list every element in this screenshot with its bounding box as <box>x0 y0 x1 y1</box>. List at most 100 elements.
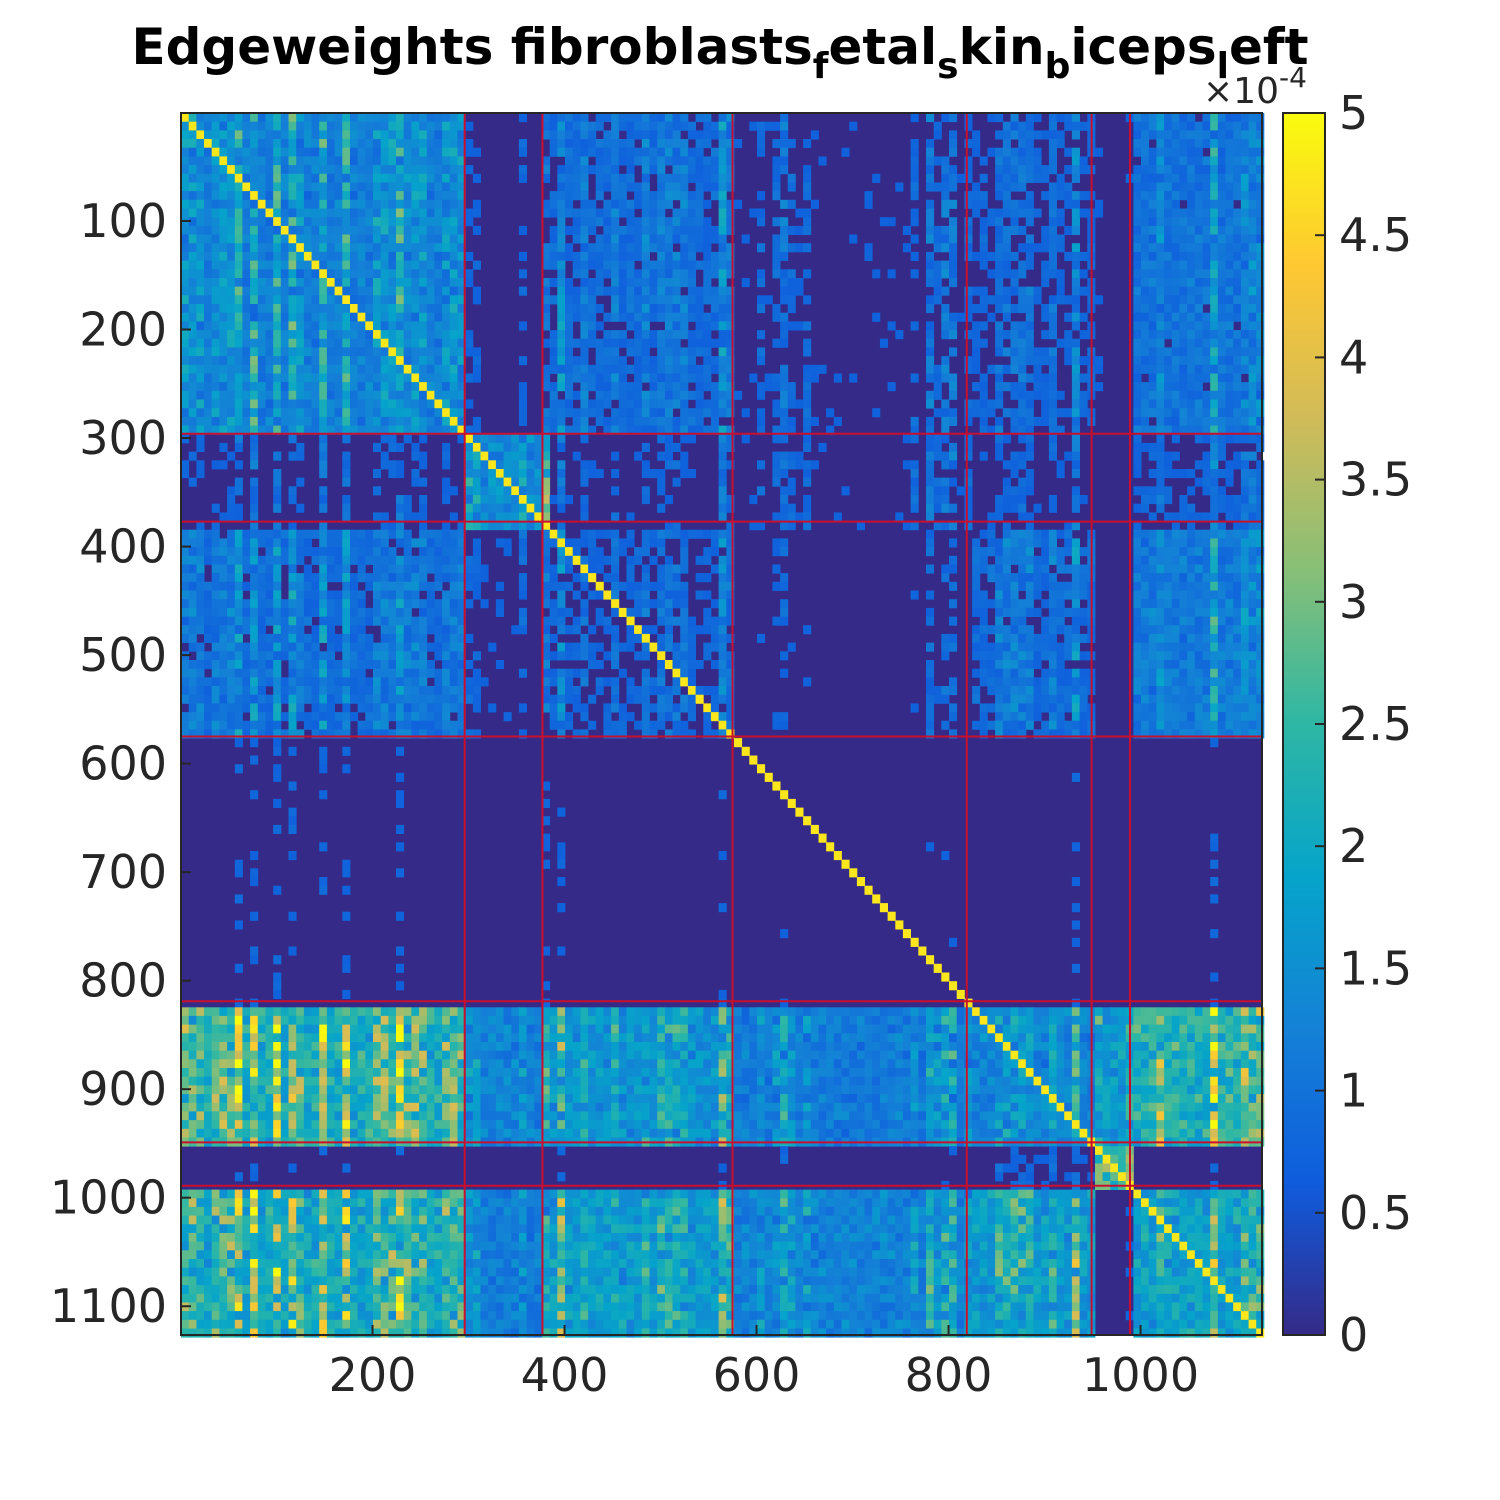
heatmap-cell <box>1256 225 1265 235</box>
heatmap-cell <box>1071 390 1080 400</box>
heatmap-cell <box>565 547 574 557</box>
heatmap-cell <box>403 555 412 565</box>
heatmap-cell <box>803 208 812 218</box>
heatmap-cell <box>1156 113 1165 123</box>
heatmap-cell <box>1141 173 1150 183</box>
heatmap-cell <box>680 356 689 366</box>
heatmap-cell <box>542 130 551 140</box>
heatmap-cell <box>434 425 443 435</box>
heatmap-cell <box>1187 469 1196 479</box>
heatmap-cell <box>250 251 259 261</box>
heatmap-cell <box>326 416 335 426</box>
heatmap-cell <box>780 243 789 253</box>
heatmap-cell <box>1071 521 1080 531</box>
heatmap-cell <box>995 156 1004 166</box>
heatmap-cell <box>849 121 858 131</box>
heatmap-cell <box>311 295 320 305</box>
heatmap-cell <box>772 512 781 522</box>
heatmap-cell <box>250 243 259 253</box>
heatmap-cell <box>634 130 643 140</box>
heatmap-cell <box>211 139 220 149</box>
heatmap-cell <box>1048 442 1057 452</box>
heatmap-cell <box>664 286 673 296</box>
heatmap-cell <box>542 460 551 470</box>
heatmap-cell <box>365 260 374 270</box>
heatmap-cell <box>434 286 443 296</box>
heatmap-cell <box>979 529 988 539</box>
heatmap-cell <box>434 330 443 340</box>
heatmap-cell <box>649 199 658 209</box>
heatmap-cell <box>1056 130 1065 140</box>
heatmap-cell <box>565 113 574 123</box>
heatmap-cell <box>618 156 627 166</box>
heatmap-cell <box>1225 208 1234 218</box>
heatmap-cell <box>411 260 420 270</box>
heatmap-cell <box>219 208 228 218</box>
heatmap-cell <box>780 286 789 296</box>
heatmap-cell <box>1071 260 1080 270</box>
heatmap-cell <box>1210 304 1219 314</box>
heatmap-cell <box>273 599 282 609</box>
heatmap-cell <box>1041 408 1050 418</box>
heatmap-cell <box>718 425 727 435</box>
heatmap-cell <box>634 425 643 435</box>
heatmap-cell <box>588 130 597 140</box>
heatmap-cell <box>618 399 627 409</box>
heatmap-cell <box>1164 564 1173 574</box>
heatmap-cells <box>181 113 1265 1338</box>
heatmap-cell <box>565 165 574 175</box>
heatmap-cell <box>1210 356 1219 366</box>
heatmap-cell <box>411 538 420 548</box>
heatmap-cell <box>1202 356 1211 366</box>
heatmap-cell <box>250 373 259 383</box>
heatmap-cell <box>1048 156 1057 166</box>
heatmap-cell <box>488 460 497 470</box>
heatmap-cell <box>1041 599 1050 609</box>
heatmap-cell <box>457 399 466 409</box>
heatmap-cell <box>1248 564 1257 574</box>
heatmap-cell <box>580 573 589 583</box>
heatmap-cell <box>1171 547 1180 557</box>
heatmap-cell <box>457 199 466 209</box>
heatmap-cell <box>434 121 443 131</box>
heatmap-cell <box>334 347 343 357</box>
heatmap-cell <box>334 330 343 340</box>
heatmap-cell <box>242 538 251 548</box>
heatmap-cell <box>211 208 220 218</box>
heatmap-cell <box>1156 573 1165 583</box>
heatmap-cell <box>380 547 389 557</box>
heatmap-cell <box>357 382 366 392</box>
heatmap-cell <box>849 373 858 383</box>
heatmap-cell <box>350 321 359 331</box>
heatmap-cell <box>181 555 190 565</box>
heatmap-cell <box>319 503 328 513</box>
heatmap-cell <box>803 495 812 505</box>
heatmap-cell <box>611 408 620 418</box>
heatmap-cell <box>227 538 236 548</box>
heatmap-cell <box>1018 512 1027 522</box>
heatmap-cell <box>1071 191 1080 201</box>
heatmap-cell <box>933 521 942 531</box>
heatmap-cell <box>1018 451 1027 461</box>
heatmap-cell <box>949 373 958 383</box>
heatmap-cell <box>296 425 305 435</box>
heatmap-cell <box>1194 321 1203 331</box>
heatmap-cell <box>1002 538 1011 548</box>
heatmap-cell <box>580 130 589 140</box>
heatmap-cell <box>695 295 704 305</box>
heatmap-cell <box>680 538 689 548</box>
heatmap-cell <box>664 460 673 470</box>
heatmap-cell <box>342 147 351 157</box>
heatmap-cell <box>442 295 451 305</box>
heatmap-cell <box>234 330 243 340</box>
heatmap-cell <box>426 234 435 244</box>
heatmap-cell <box>457 564 466 574</box>
heatmap-cell <box>373 330 382 340</box>
heatmap-cell <box>442 356 451 366</box>
heatmap-cell <box>1225 564 1234 574</box>
heatmap-cell <box>1041 416 1050 426</box>
heatmap-cell <box>572 173 581 183</box>
heatmap-cell <box>188 408 197 418</box>
heatmap-cell <box>1187 486 1196 496</box>
heatmap-cell <box>1248 156 1257 166</box>
